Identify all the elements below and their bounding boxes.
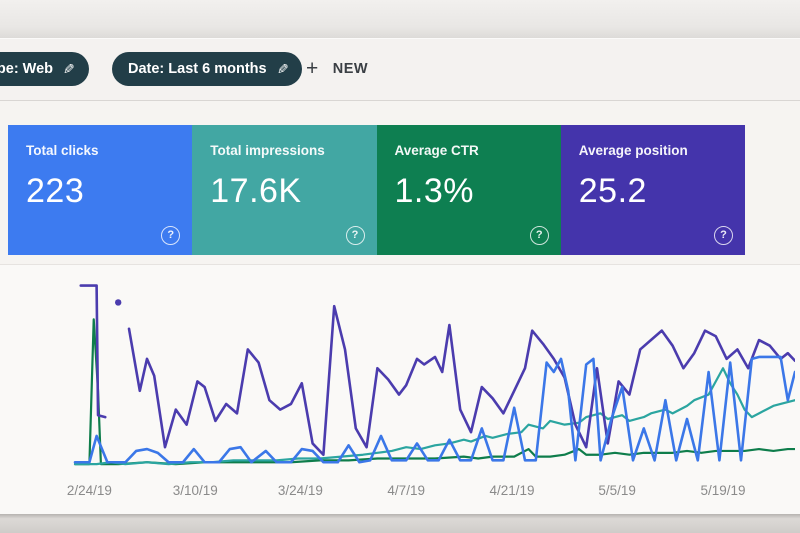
x-axis-label: 4/21/19 xyxy=(490,483,535,498)
new-filter-button[interactable]: + NEW xyxy=(300,52,374,86)
performance-chart-canvas: 2/24/19 3/10/19 3/24/19 4/7/19 4/21/19 5/5/19… xyxy=(67,284,795,498)
plus-icon: + xyxy=(306,56,319,80)
series-line-average-position xyxy=(127,304,795,457)
average-position-card[interactable]: Average position 25.2 ? xyxy=(560,125,745,255)
window-bottom-strip xyxy=(0,514,800,533)
date-range-chip-label: Date: Last 6 months xyxy=(128,61,267,77)
total-clicks-card[interactable]: Total clicks 223 ? xyxy=(8,125,193,255)
card-value: 17.6K xyxy=(210,172,302,210)
average-ctr-card[interactable]: Average CTR 1.3% ? xyxy=(376,125,561,255)
card-value: 223 xyxy=(26,172,85,210)
series-point-average-position xyxy=(115,299,122,306)
x-axis-label: 2/24/19 xyxy=(67,483,112,498)
metric-cards-row: Total clicks 223 ? Total impressions 17.… xyxy=(8,125,745,255)
total-impressions-card[interactable]: Total impressions 17.6K ? xyxy=(192,125,377,255)
edit-pencil-icon[interactable]: ✎ xyxy=(276,61,289,77)
card-value: 1.3% xyxy=(394,172,474,210)
x-axis-label: 4/7/19 xyxy=(387,483,425,498)
search-type-chip[interactable]: type: Web ✎ xyxy=(0,52,89,86)
date-range-chip[interactable]: Date: Last 6 months ✎ xyxy=(112,52,303,86)
edit-pencil-icon[interactable]: ✎ xyxy=(63,61,75,77)
help-circle-icon[interactable]: ? xyxy=(345,226,365,245)
filter-bar: type: Web ✎ Date: Last 6 months ✎ + NEW xyxy=(0,39,800,101)
new-button-label: NEW xyxy=(332,61,369,77)
window-top-strip xyxy=(0,0,800,39)
x-axis-label: 5/5/19 xyxy=(598,483,636,498)
card-label: Total clicks xyxy=(26,143,99,158)
series-line-average-position xyxy=(79,284,107,419)
x-axis-label: 5/19/19 xyxy=(700,483,745,498)
x-axis-label: 3/10/19 xyxy=(173,483,218,498)
x-axis-label: 3/24/19 xyxy=(278,483,323,498)
performance-line-chart: 2/24/19 3/10/19 3/24/19 4/7/19 4/21/19 5/5/19… xyxy=(0,264,800,515)
help-circle-icon[interactable]: ? xyxy=(529,226,549,245)
card-label: Average CTR xyxy=(394,143,479,158)
card-label: Average position xyxy=(578,143,688,158)
card-value: 25.2 xyxy=(578,172,647,210)
series-line-total-impressions xyxy=(73,367,795,466)
help-circle-icon[interactable]: ? xyxy=(161,226,181,245)
search-type-chip-label: type: Web xyxy=(0,61,54,77)
series-line-average-ctr xyxy=(73,318,795,466)
series-line-total-clicks xyxy=(73,355,795,464)
card-label: Total impressions xyxy=(210,143,325,158)
help-circle-icon[interactable]: ? xyxy=(714,226,733,245)
